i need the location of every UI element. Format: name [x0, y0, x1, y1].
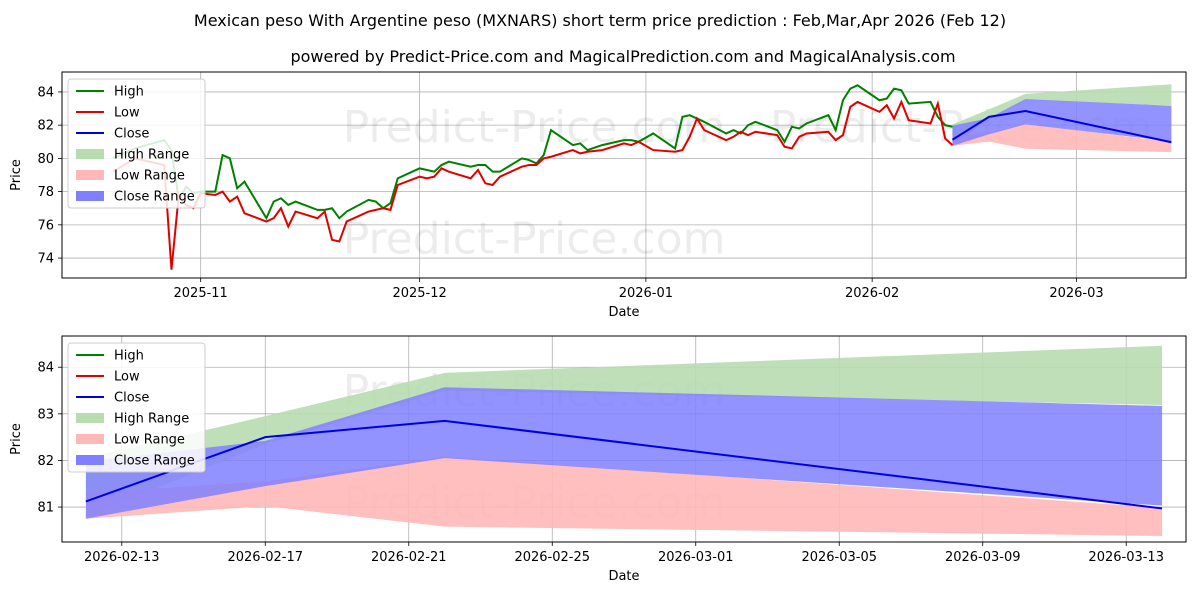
legend-label: High [114, 349, 144, 364]
y-axis-label: Price [9, 159, 24, 191]
x-tick-label: 2026-02-21 [371, 550, 447, 565]
legend-label: High Range [114, 148, 189, 163]
high-range-band [952, 84, 1172, 146]
x-axis-label: Date [608, 305, 639, 320]
low-range-band [85, 456, 1163, 536]
legend-label: High [114, 85, 144, 100]
x-tick-label: 2026-01 [619, 286, 673, 301]
y-tick-label: 84 [37, 85, 54, 100]
y-tick-label: 82 [37, 119, 54, 134]
x-tick-label: 2026-03-09 [945, 550, 1021, 565]
x-tick-label: 2026-03-13 [1088, 550, 1164, 565]
legend-label: Low Range [114, 433, 185, 448]
chart-title: Mexican peso With Argentine peso (MXNARS… [194, 11, 1006, 30]
watermark-text: Predict-Price.com [343, 102, 726, 153]
watermark-text: Predict-Price.com [343, 213, 726, 264]
y-tick-label: 76 [37, 218, 54, 233]
plot-frame [61, 71, 1187, 279]
y-tick-label: 83 [37, 407, 54, 422]
legend-label: Close Range [114, 190, 195, 205]
low-range-band [952, 123, 1172, 153]
x-tick-label: 2026-02-13 [84, 550, 160, 565]
close-range-band [952, 99, 1172, 146]
legend-patch-swatch [76, 170, 104, 180]
y-axis-label: Price [9, 423, 24, 455]
legend-label: Low [114, 106, 140, 121]
x-tick-label: 2026-03 [1049, 286, 1103, 301]
legend-patch-swatch [76, 434, 104, 444]
legend-label: Low [114, 370, 140, 385]
legend-patch-swatch [76, 149, 104, 159]
y-tick-label: 80 [37, 152, 54, 167]
close-forecast-line [951, 110, 1172, 144]
y-tick-label: 78 [37, 185, 54, 200]
top-panel: 74 76 78 80 82 84 2025-11 2025-12 2026-01 2026-02… [9, 71, 1187, 320]
x-tick-label: 2025-12 [392, 286, 446, 301]
legend-label: Low Range [114, 169, 185, 184]
legend-label: Close [114, 127, 149, 142]
high-series-line [112, 84, 953, 221]
legend-label: High Range [114, 412, 189, 427]
y-tick-label: 82 [37, 454, 54, 469]
low-series-line [112, 99, 954, 270]
x-tick-label: 2026-03-05 [801, 550, 877, 565]
y-tick-label: 81 [37, 501, 54, 516]
x-tick-label: 2026-03-01 [658, 550, 734, 565]
y-tick-label: 74 [37, 252, 54, 267]
plot-frame [61, 335, 1187, 543]
legend-patch-swatch [76, 455, 104, 465]
chart-subtitle: powered by Predict-Price.com and Magical… [290, 47, 955, 66]
x-tick-label: 2026-02 [845, 286, 899, 301]
legend-label: Close [114, 391, 149, 406]
legend-patch-swatch [76, 191, 104, 201]
x-tick-label: 2026-02-25 [514, 550, 590, 565]
close-range-band [85, 387, 1163, 519]
legend-patch-swatch [76, 413, 104, 423]
bottom-panel: 81 82 83 84 2026-02-13 2026-02-17 2026-02-21 20… [9, 335, 1187, 584]
y-tick-label: 84 [37, 361, 54, 376]
legend-label: Close Range [114, 454, 195, 469]
x-tick-label: 2026-02-17 [227, 550, 303, 565]
x-tick-label: 2025-11 [174, 286, 228, 301]
high-range-band [85, 345, 1163, 517]
x-axis-label: Date [608, 569, 639, 584]
